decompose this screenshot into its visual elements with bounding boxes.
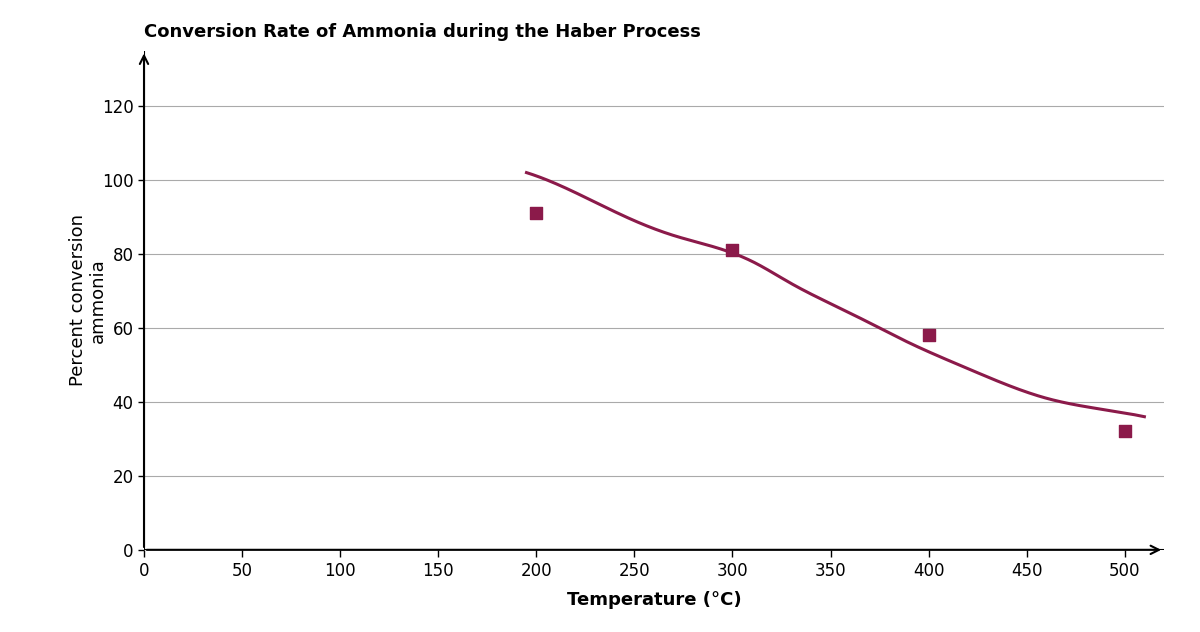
Text: Conversion Rate of Ammonia during the Haber Process: Conversion Rate of Ammonia during the Ha… <box>144 23 701 40</box>
Y-axis label: Percent conversion
ammonia: Percent conversion ammonia <box>68 214 107 386</box>
Point <box>1115 427 1134 437</box>
Point <box>722 245 742 255</box>
Point <box>919 331 938 341</box>
X-axis label: Temperature (°C): Temperature (°C) <box>566 591 742 609</box>
Point <box>527 208 546 218</box>
